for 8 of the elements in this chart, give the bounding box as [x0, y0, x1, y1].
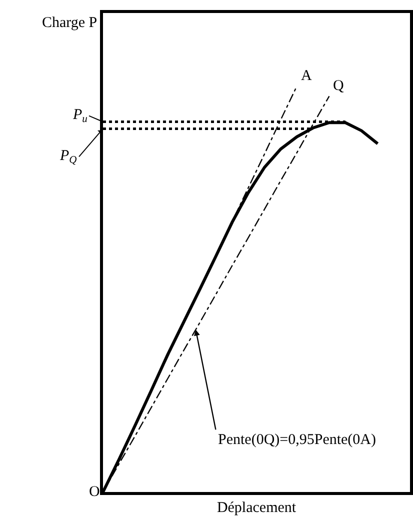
text: O	[89, 484, 100, 500]
series-label: A	[301, 68, 312, 84]
annotation: Pente(0Q)=0,95Pente(0A)	[218, 432, 376, 448]
text: P$_{Q}$	[59, 148, 78, 166]
legend-label: P$_{u}$	[72, 107, 88, 126]
y-axis-title: Charge P	[42, 15, 98, 31]
series-label: Q	[333, 78, 344, 94]
x-axis-title: Déplacement	[216, 500, 297, 516]
